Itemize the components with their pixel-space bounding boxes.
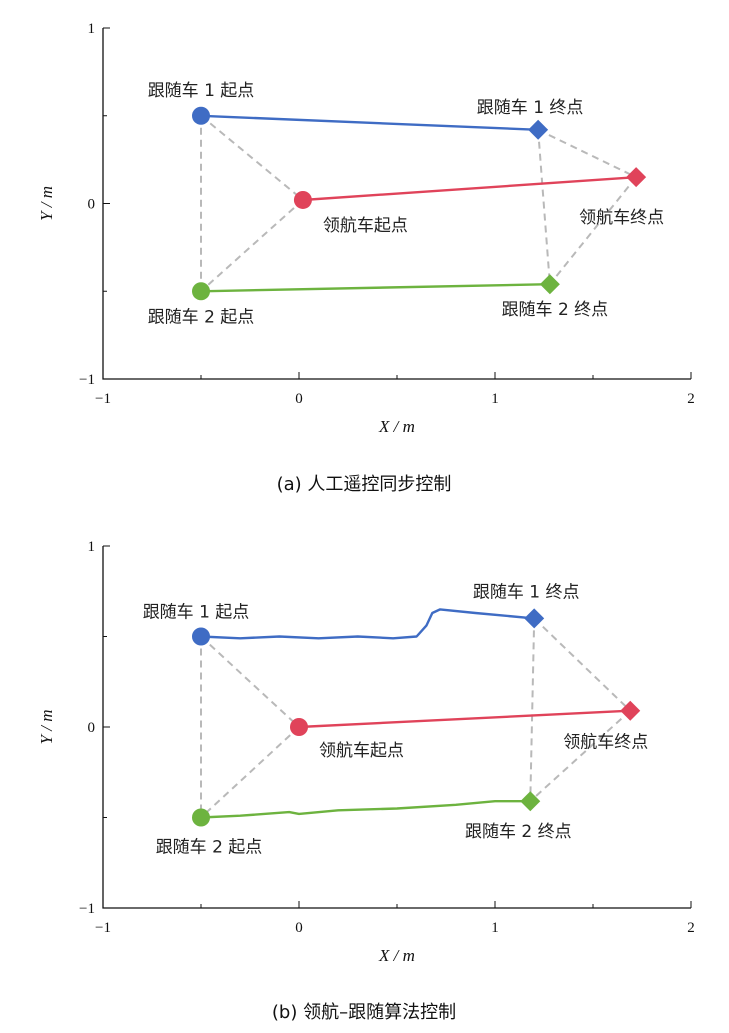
leader-end-marker: [626, 167, 647, 188]
formation-link: [549, 176, 637, 285]
formation-link: [537, 128, 637, 179]
x-tick-label: −1: [95, 391, 111, 407]
follower2-start-marker: [192, 808, 210, 827]
follower2-start-marker: [192, 282, 210, 301]
chart-panel-b: −1 0 1 2 −1 0 1 X / m Y / m 跟随车 1 起点 跟随车 1 终点领航车起点…: [37, 539, 695, 1023]
x-tick-label: 0: [295, 391, 303, 407]
follower1-start-marker: [192, 106, 210, 125]
formation-link: [200, 726, 300, 819]
y-tick-label: 0: [88, 720, 96, 736]
point-label: 跟随车 1 终点: [477, 98, 584, 118]
figure-caption: (a) 人工遥控同步控制: [277, 474, 452, 495]
x-tick-label: −1: [95, 920, 111, 936]
point-label: 领航车终点: [579, 208, 664, 228]
x-tick-label: 1: [491, 391, 499, 407]
y-tick-label: 1: [88, 539, 96, 555]
point-label: 跟随车 2 起点: [156, 838, 263, 858]
formation-link: [200, 199, 304, 292]
y-tick-label: −1: [79, 372, 95, 388]
x-tick-label: 0: [295, 920, 303, 936]
x-axis-label: X / m: [378, 417, 415, 436]
y-axis-label: Y / m: [37, 186, 56, 221]
follower2-end-marker: [539, 274, 560, 295]
formation-link: [533, 617, 631, 712]
follower2-trajectory: [200, 283, 550, 293]
figure-caption: (b) 领航–跟随算法控制: [272, 1002, 456, 1023]
point-label: 跟随车 1 终点: [473, 582, 580, 602]
x-tick-label: 1: [491, 920, 499, 936]
point-label: 跟随车 1 起点: [143, 603, 250, 623]
x-tick-label: 2: [687, 920, 695, 936]
formation-link: [529, 618, 536, 802]
formation-link: [529, 709, 631, 802]
formation-link: [200, 635, 300, 728]
formation-link: [537, 129, 551, 285]
point-label: 领航车起点: [319, 741, 404, 761]
point-label: 领航车起点: [323, 216, 408, 236]
follower1-start-marker: [192, 627, 210, 646]
y-tick-label: 1: [88, 21, 96, 37]
leader-trajectory: [298, 709, 631, 729]
leader-trajectory: [302, 176, 637, 202]
point-label: 领航车终点: [563, 733, 648, 753]
y-tick-label: −1: [79, 901, 95, 917]
leader-end-marker: [620, 700, 641, 721]
follower2-end-marker: [520, 791, 541, 812]
point-label: 跟随车 2 终点: [502, 300, 609, 320]
follower2-trajectory: [200, 800, 531, 819]
y-axis-label: Y / m: [37, 710, 56, 745]
leader-start-marker: [290, 718, 308, 736]
x-tick-label: 2: [687, 391, 695, 407]
point-label: 跟随车 1 起点: [148, 81, 255, 101]
y-tick-label: 0: [88, 197, 96, 213]
follower1-end-marker: [524, 608, 545, 629]
follower1-trajectory: [200, 608, 535, 640]
follower1-trajectory: [200, 114, 539, 131]
follower1-end-marker: [528, 119, 549, 140]
point-label: 跟随车 2 终点: [465, 822, 572, 842]
x-axis-label: X / m: [378, 946, 415, 965]
formation-link: [200, 114, 304, 201]
leader-start-marker: [293, 190, 312, 209]
point-label: 跟随车 2 起点: [148, 307, 255, 327]
